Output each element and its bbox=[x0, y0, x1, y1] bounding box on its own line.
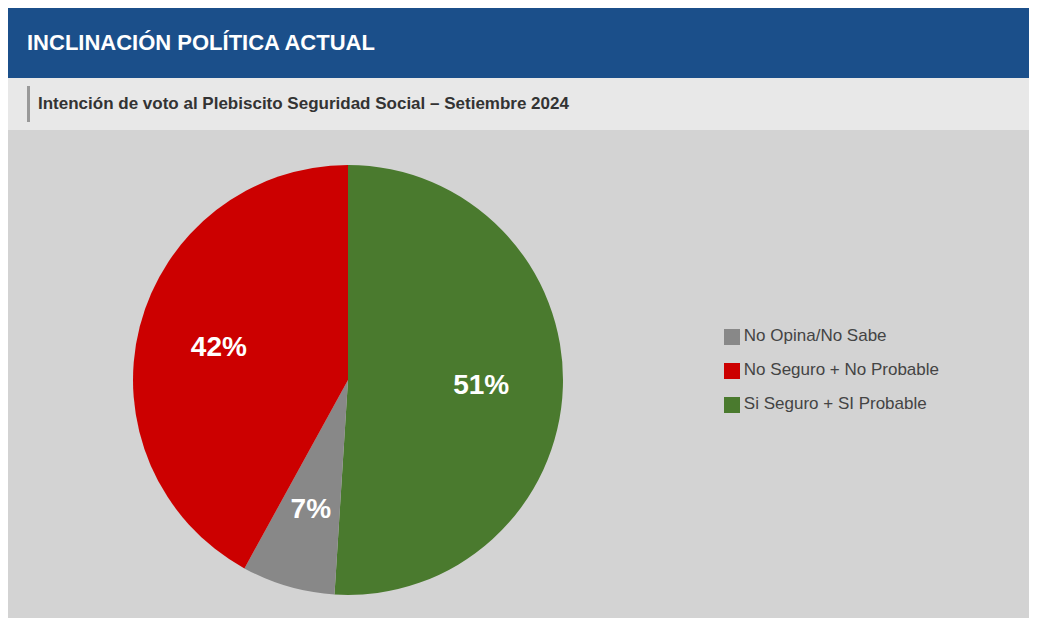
svg-text:42%: 42% bbox=[191, 331, 247, 362]
svg-text:51%: 51% bbox=[453, 369, 509, 400]
svg-text:7%: 7% bbox=[291, 493, 332, 524]
html-text:No Opina/No Sabe: No Opina/No Sabe bbox=[743, 326, 887, 345]
html-text:Intención de voto al Plebiscit: Intención de voto al Plebiscito Segurida… bbox=[38, 94, 569, 113]
html-text:No Seguro + No Probable: No Seguro + No Probable bbox=[743, 360, 939, 379]
html-text:INCLINACIÓN POLÍTICA ACTUAL: INCLINACIÓN POLÍTICA ACTUAL bbox=[27, 30, 375, 55]
html-text:Si Seguro + SI Probable: Si Seguro + SI Probable bbox=[743, 394, 927, 413]
